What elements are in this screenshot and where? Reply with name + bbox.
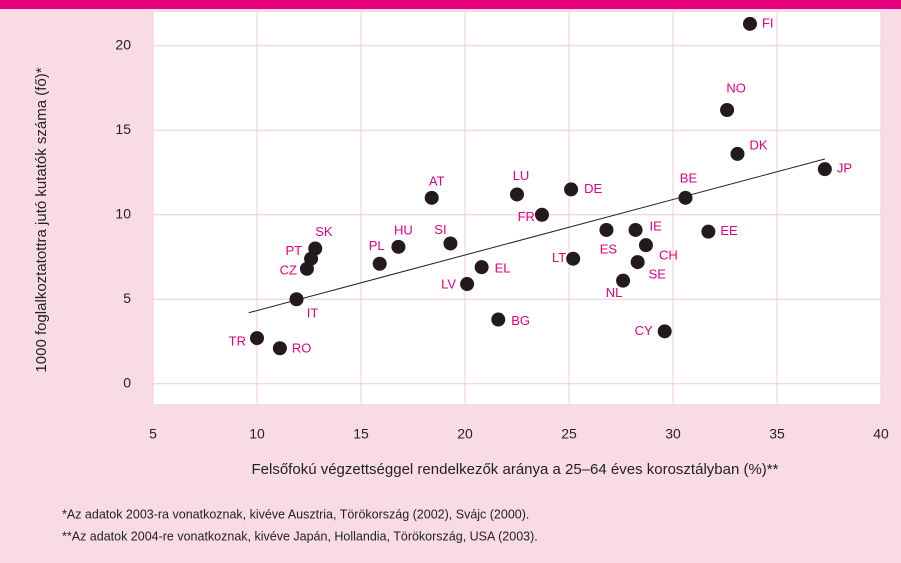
y-tick-label: 10: [115, 205, 131, 221]
x-tick-label: 10: [249, 426, 265, 442]
point-label: CH: [659, 248, 678, 263]
point: [628, 222, 643, 237]
point: [510, 187, 524, 202]
point: [391, 239, 406, 254]
point-label: ES: [600, 241, 618, 256]
point: [289, 292, 304, 307]
x-axis-label: Felsőfokú végzettséggel rendelkezők arán…: [252, 461, 779, 478]
point: [730, 146, 745, 161]
point-label: PL: [369, 238, 385, 253]
point-label: FI: [762, 15, 774, 30]
point: [272, 341, 287, 356]
point-label: FR: [518, 209, 535, 224]
point: [701, 224, 716, 239]
point-label: IE: [650, 218, 663, 233]
point-label: LU: [513, 168, 530, 183]
point: [474, 260, 489, 275]
point-label: PT: [285, 243, 302, 258]
y-axis-label: 1000 foglalkoztatottra jutó kutatók szám…: [33, 67, 50, 372]
point-label: AT: [429, 173, 445, 188]
point: [657, 324, 672, 339]
point-label: EL: [495, 261, 511, 276]
point: [599, 222, 614, 237]
point-label: CZ: [280, 262, 297, 277]
point: [616, 273, 631, 288]
point-label: EE: [720, 223, 738, 238]
point-label: TR: [229, 334, 246, 349]
trend-line: [248, 158, 825, 314]
point: [491, 312, 506, 327]
y-tick-label: 5: [123, 290, 131, 306]
point-label: IT: [307, 306, 319, 321]
point-label: DK: [749, 137, 767, 152]
point-label: DE: [584, 181, 602, 196]
point: [250, 331, 264, 346]
point-label: LV: [441, 276, 456, 291]
point-label: LT: [552, 250, 566, 265]
point-label: NL: [606, 285, 623, 300]
point: [720, 103, 735, 117]
point-label: HU: [394, 222, 413, 237]
point-label: SI: [434, 222, 446, 237]
footnote: *Az adatok 2003-ra vonatkoznak, kivéve A…: [62, 507, 529, 521]
x-tick-label: 25: [561, 426, 577, 442]
point: [742, 16, 757, 31]
plot-area: [153, 12, 881, 404]
point-label: RO: [292, 341, 312, 356]
point-label: BE: [680, 170, 698, 185]
point: [443, 236, 458, 251]
point-label: JP: [837, 161, 852, 176]
x-tick-label: 20: [457, 426, 473, 442]
point: [299, 261, 314, 276]
point: [678, 190, 693, 205]
point: [817, 162, 832, 177]
y-tick-label: 15: [115, 121, 131, 137]
x-tick-label: 40: [873, 426, 889, 442]
point: [372, 256, 387, 271]
x-tick-label: 15: [353, 426, 369, 442]
point: [566, 251, 581, 266]
point-label: BG: [511, 313, 530, 328]
x-tick-label: 5: [149, 426, 157, 442]
point: [638, 238, 653, 253]
point: [534, 207, 549, 222]
footnote: **Az adatok 2004-re vonatkoznak, kivéve …: [62, 529, 538, 543]
y-tick-label: 0: [123, 374, 131, 390]
top-bar: [0, 0, 901, 9]
point: [564, 182, 579, 197]
point-label: SE: [649, 267, 667, 282]
x-tick-label: 30: [665, 426, 681, 442]
point: [460, 277, 475, 292]
point: [424, 190, 439, 205]
point-label: SK: [315, 224, 333, 239]
point: [630, 255, 645, 270]
point-label: NO: [726, 80, 746, 95]
point-label: CY: [635, 323, 653, 338]
y-tick-label: 20: [115, 36, 131, 52]
x-tick-label: 35: [769, 426, 785, 442]
